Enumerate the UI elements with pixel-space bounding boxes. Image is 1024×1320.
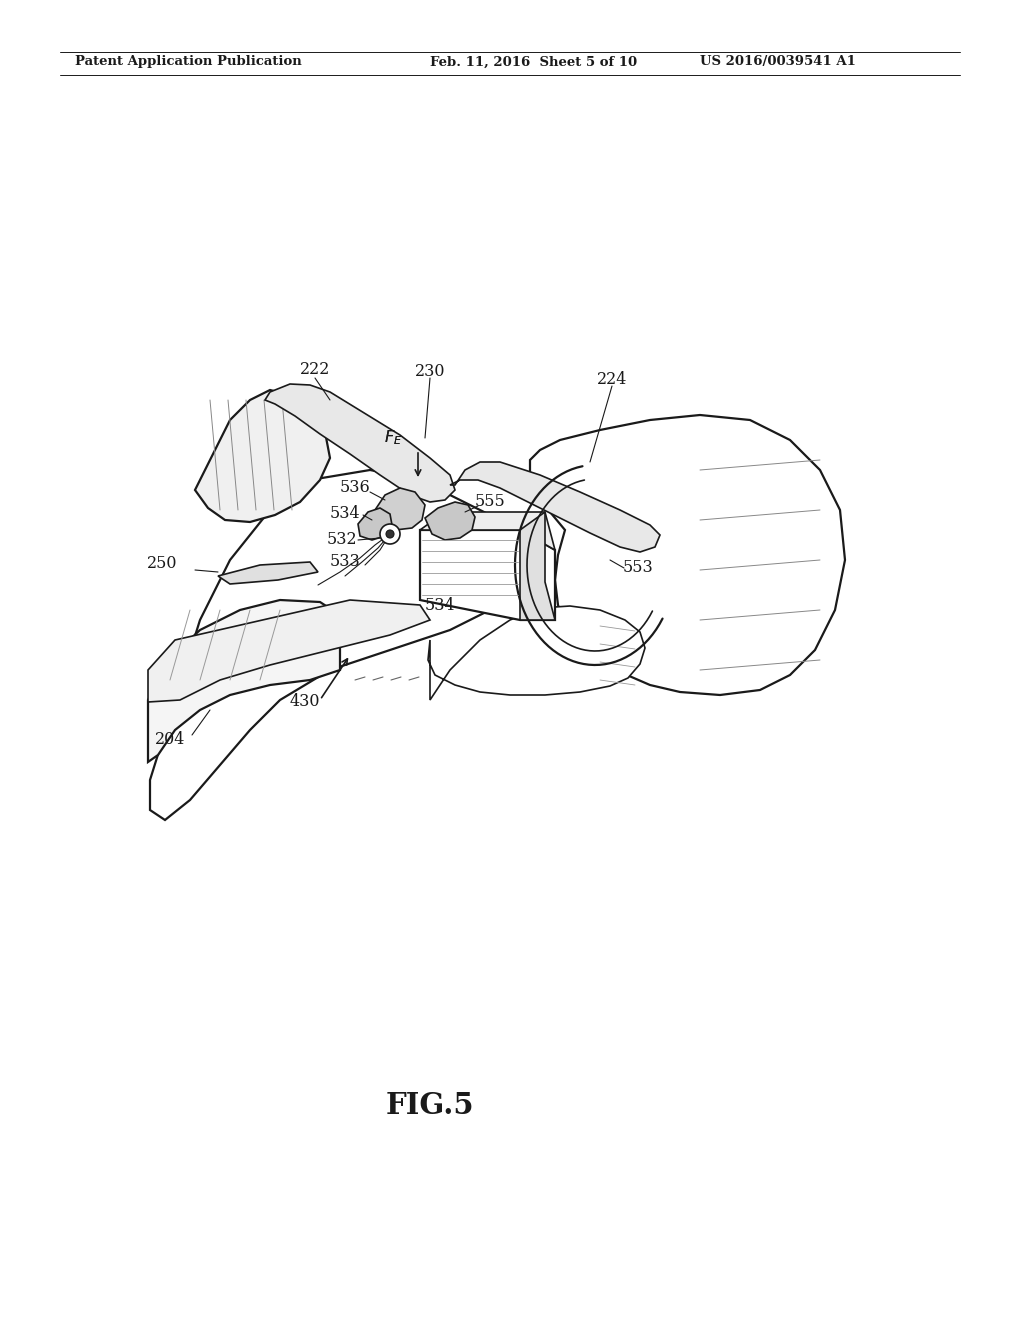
Text: 222: 222 — [300, 362, 330, 379]
Text: $F_E$: $F_E$ — [384, 429, 402, 447]
Polygon shape — [420, 531, 555, 620]
Text: Patent Application Publication: Patent Application Publication — [75, 55, 302, 69]
Text: 534: 534 — [330, 504, 360, 521]
Polygon shape — [218, 562, 318, 583]
Text: FIG.5: FIG.5 — [386, 1090, 474, 1119]
Polygon shape — [150, 470, 525, 820]
Polygon shape — [375, 488, 425, 531]
Polygon shape — [358, 508, 392, 540]
Polygon shape — [520, 512, 555, 620]
Polygon shape — [530, 414, 845, 696]
Circle shape — [386, 531, 394, 539]
Text: 224: 224 — [597, 371, 627, 388]
Text: 553: 553 — [623, 560, 653, 577]
Text: Feb. 11, 2016  Sheet 5 of 10: Feb. 11, 2016 Sheet 5 of 10 — [430, 55, 637, 69]
Polygon shape — [425, 502, 475, 540]
Text: US 2016/0039541 A1: US 2016/0039541 A1 — [700, 55, 856, 69]
Polygon shape — [450, 462, 660, 552]
Polygon shape — [148, 601, 430, 702]
Text: 430: 430 — [290, 693, 321, 710]
Text: 534: 534 — [425, 597, 456, 614]
Polygon shape — [420, 512, 555, 550]
Text: 533: 533 — [330, 553, 360, 570]
Polygon shape — [428, 606, 645, 700]
Text: 532: 532 — [327, 532, 357, 549]
Polygon shape — [148, 601, 340, 762]
Text: 230: 230 — [415, 363, 445, 380]
Text: 536: 536 — [340, 479, 371, 495]
Polygon shape — [195, 389, 330, 521]
Circle shape — [380, 524, 400, 544]
Text: 250: 250 — [146, 556, 177, 573]
Text: 204: 204 — [155, 731, 185, 748]
Text: 555: 555 — [475, 494, 506, 511]
Text: $F_E$: $F_E$ — [384, 429, 402, 447]
Polygon shape — [265, 384, 455, 502]
